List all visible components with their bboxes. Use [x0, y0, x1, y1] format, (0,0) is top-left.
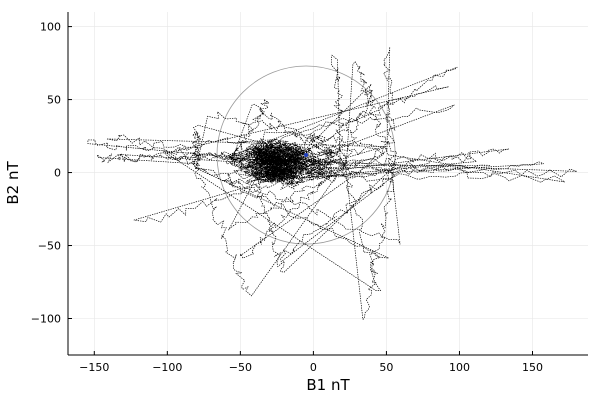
x-tick-label: −100	[152, 361, 182, 374]
axes	[67, 12, 588, 356]
x-tick-label: 50	[379, 361, 393, 374]
y-tick-label: 0	[54, 167, 61, 180]
y-tick-label: 50	[47, 94, 61, 107]
x-tick-label: 100	[449, 361, 470, 374]
center-marker	[304, 153, 309, 158]
x-ticks: −150 −100 −50 0 50 100 150	[79, 351, 543, 374]
y-ticks: −100 −50 0 50 100	[31, 21, 72, 326]
y-tick-label: −50	[38, 240, 61, 253]
x-tick-label: −150	[79, 361, 109, 374]
y-tick-label: −100	[31, 313, 61, 326]
x-axis-label: B1 nT	[306, 376, 350, 394]
x-tick-label: 150	[522, 361, 543, 374]
trace-layer	[87, 46, 578, 321]
y-tick-label: 100	[40, 21, 61, 34]
x-tick-label: −50	[229, 361, 252, 374]
y-axis-label: B2 nT	[4, 161, 22, 205]
series-trace	[87, 46, 578, 321]
grid	[68, 12, 588, 355]
x-tick-label: 0	[310, 361, 317, 374]
